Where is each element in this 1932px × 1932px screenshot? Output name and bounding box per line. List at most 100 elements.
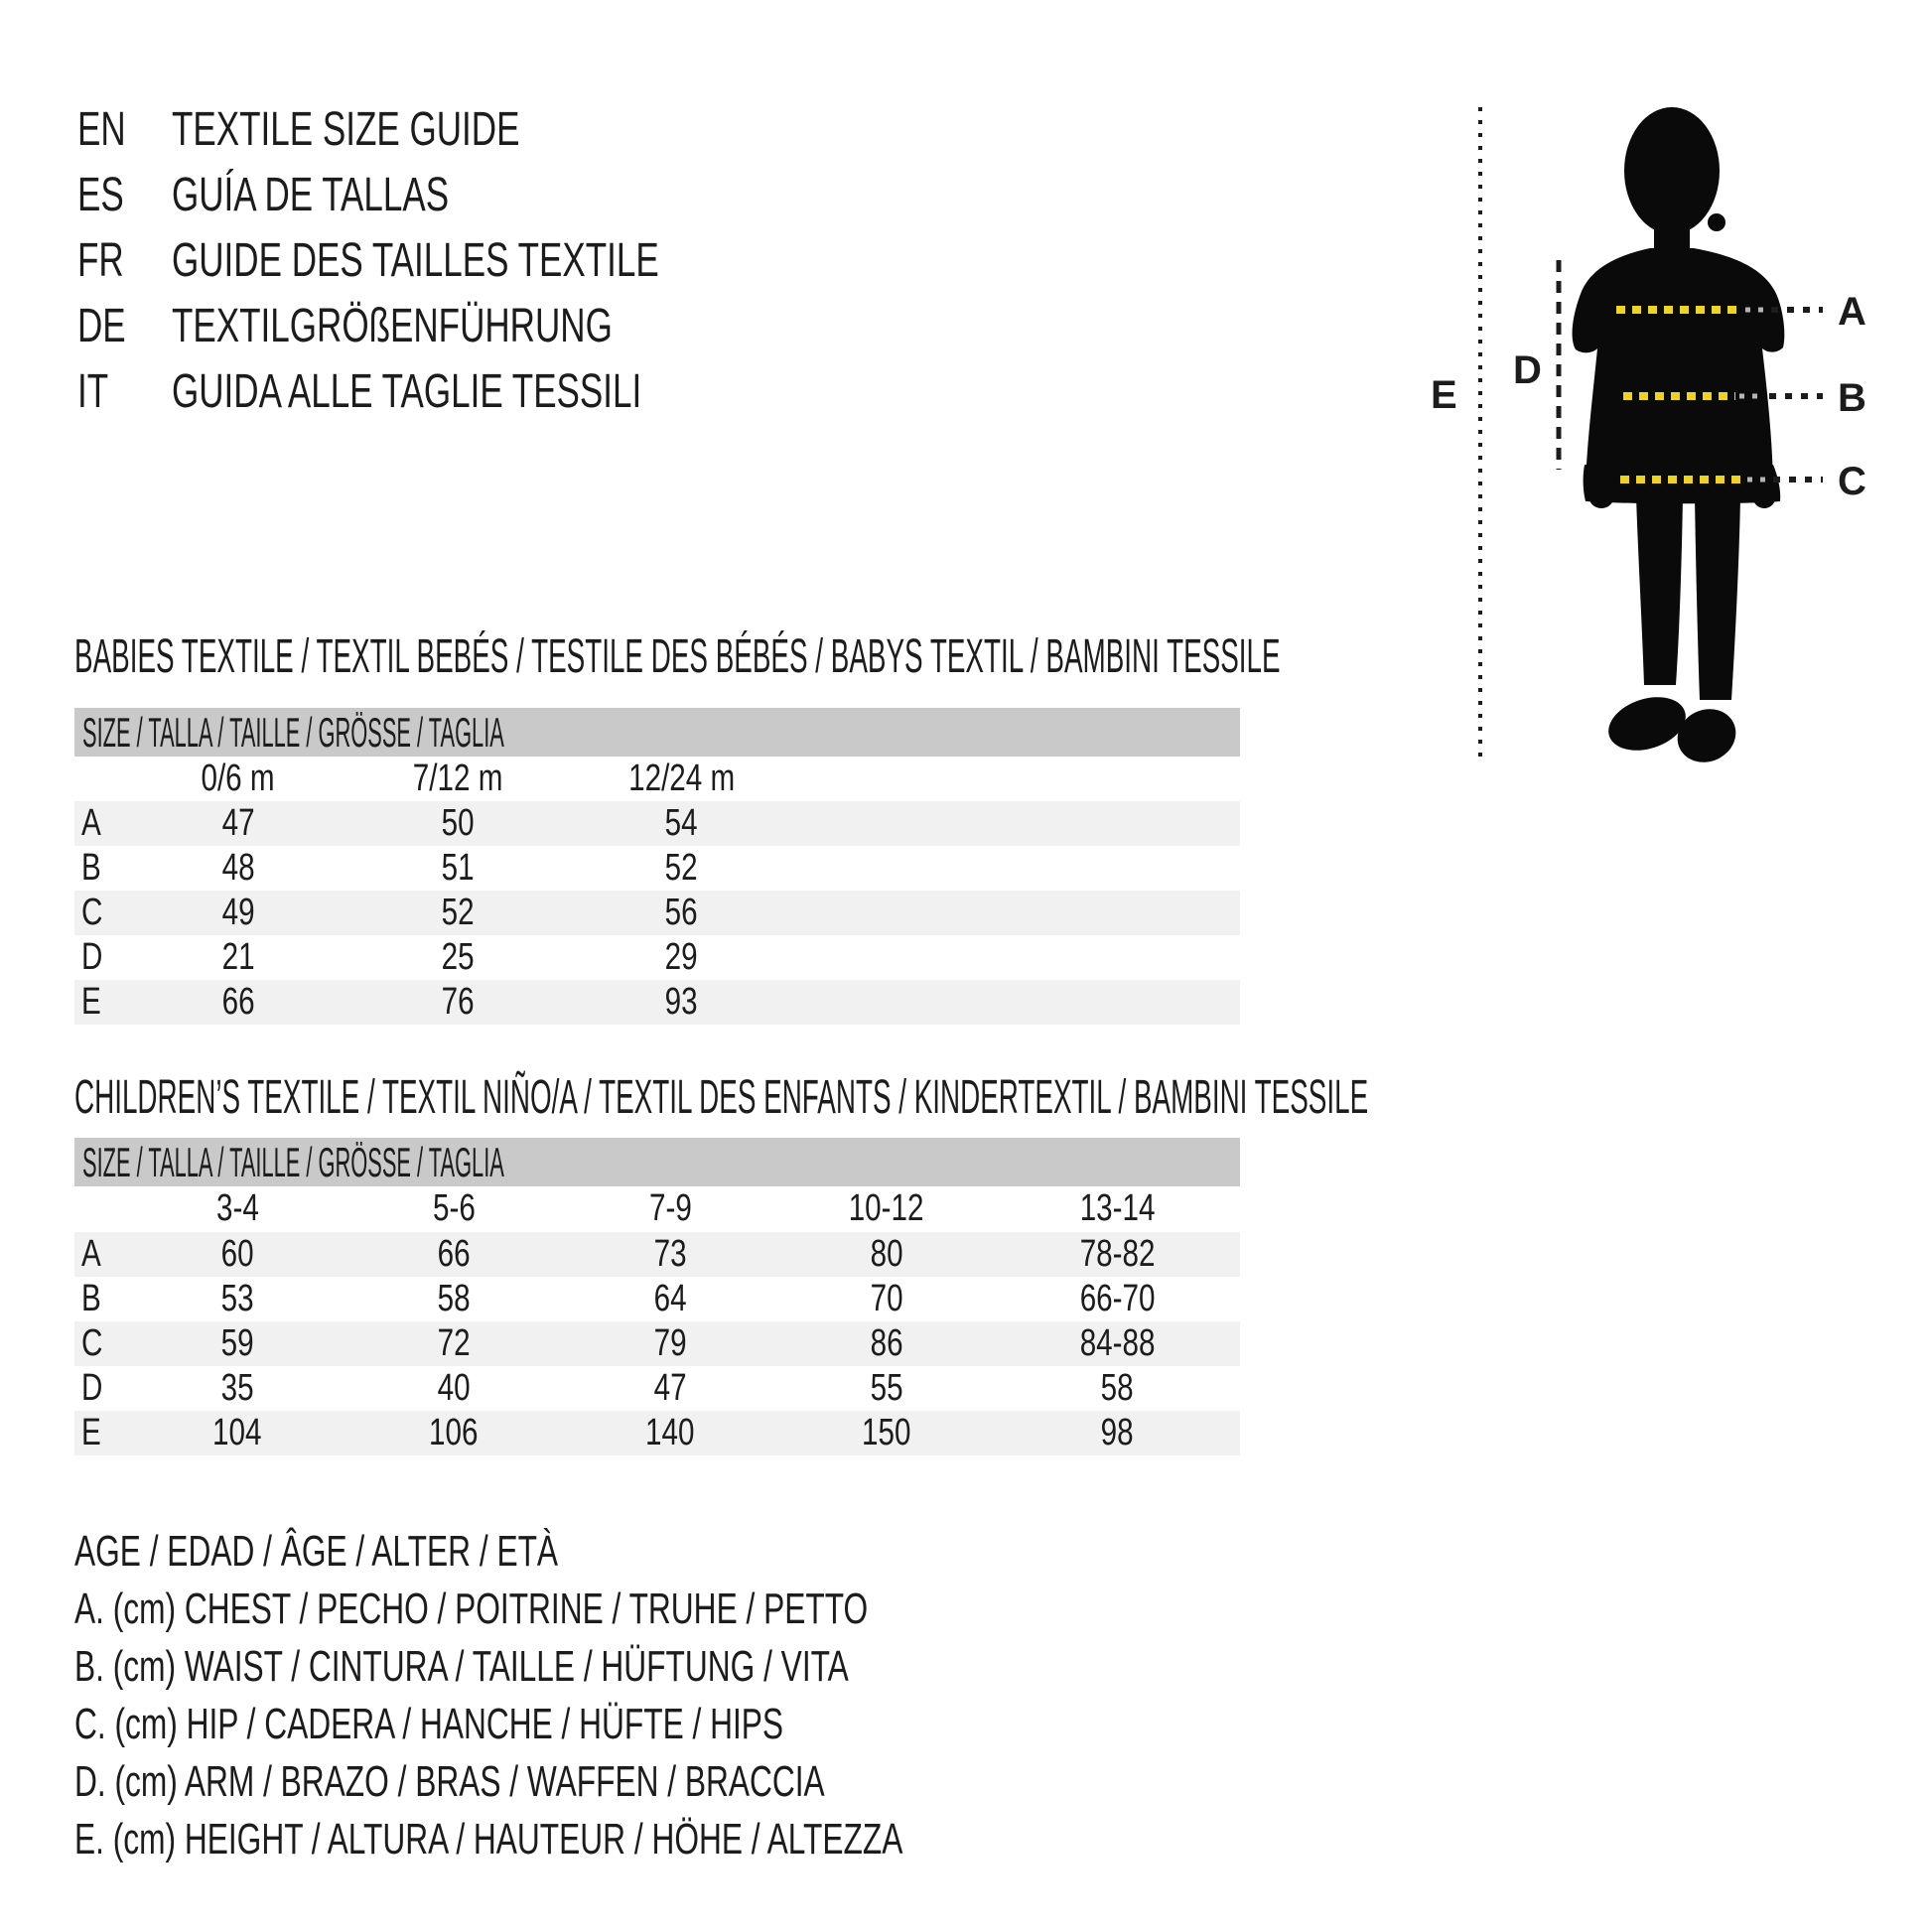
table-row: B 53 58 64 70 66-70 <box>74 1277 1240 1321</box>
table-cell: 150 <box>862 1412 911 1453</box>
row-label: E <box>81 1412 101 1453</box>
table-cell: 59 <box>220 1322 254 1364</box>
row-label: B <box>81 1278 101 1319</box>
children-col-header: 13-14 <box>1079 1187 1156 1229</box>
table-row: C 49 52 56 <box>74 891 1240 935</box>
children-column-header-row: 3-4 5-6 7-9 10-12 13-14 <box>74 1186 1240 1232</box>
row-label: C <box>81 1322 103 1364</box>
table-cell: 49 <box>221 892 255 933</box>
row-label: C <box>81 892 103 933</box>
lang-title-es: GUÍA DE TALLAS <box>172 169 450 221</box>
table-cell: 72 <box>437 1322 471 1364</box>
legend-line-arm: D. (cm) ARM / BRAZO / BRAS / WAFFEN / BR… <box>74 1757 825 1806</box>
table-cell: 106 <box>429 1412 479 1453</box>
filler-cell <box>794 801 1240 846</box>
marker-label-c: C <box>1838 460 1866 503</box>
table-cell: 58 <box>437 1278 471 1319</box>
legend-line-hip: C. (cm) HIP / CADERA / HANCHE / HÜFTE / … <box>74 1700 784 1748</box>
table-cell: 35 <box>220 1367 254 1409</box>
table-cell: 58 <box>1101 1367 1134 1409</box>
table-cell: 47 <box>221 802 255 844</box>
legend-line-chest: A. (cm) CHEST / PECHO / POITRINE / TRUHE… <box>74 1585 869 1633</box>
table-cell: 21 <box>221 936 255 978</box>
child-silhouette <box>1572 107 1785 762</box>
table-cell: 52 <box>442 892 475 933</box>
row-label: D <box>81 936 103 978</box>
table-cell: 76 <box>442 981 475 1023</box>
table-cell: 52 <box>665 847 698 889</box>
child-figure-diagram: A B C D E <box>1431 107 1866 764</box>
table-cell: 48 <box>221 847 255 889</box>
table-cell: 40 <box>437 1367 471 1409</box>
table-cell: 104 <box>212 1412 262 1453</box>
babies-section-heading: BABIES TEXTILE / TEXTIL BEBÉS / TESTILE … <box>74 633 1932 681</box>
table-row: E 66 76 93 <box>74 980 1240 1025</box>
table-cell: 66-70 <box>1079 1278 1156 1319</box>
marker-label-b: B <box>1838 376 1866 420</box>
table-cell: 70 <box>870 1278 903 1319</box>
lang-code-en: EN <box>77 103 126 156</box>
table-cell: 60 <box>220 1233 254 1275</box>
table-row: C 59 72 79 86 84-88 <box>74 1321 1240 1366</box>
children-heading-text: CHILDREN’S TEXTILE / TEXTIL NIÑO/A / TEX… <box>74 1071 1369 1124</box>
table-row: A 60 66 73 80 78-82 <box>74 1232 1240 1277</box>
table-cell: 56 <box>665 892 698 933</box>
lang-title-en: TEXTILE SIZE GUIDE <box>172 103 520 156</box>
table-cell: 50 <box>442 802 475 844</box>
lang-code-it: IT <box>77 365 109 418</box>
table-cell: 66 <box>221 981 255 1023</box>
corner-cell <box>74 1186 129 1232</box>
lang-code-es: ES <box>77 169 124 221</box>
table-row: A 47 50 54 <box>74 801 1240 846</box>
table-cell: 84-88 <box>1079 1322 1156 1364</box>
lang-row-en: EN TEXTILE SIZE GUIDE <box>77 97 1170 163</box>
row-label: B <box>81 847 101 889</box>
lang-title-fr: GUIDE DES TAILLES TEXTILE <box>172 234 659 287</box>
table-cell: 79 <box>653 1322 687 1364</box>
table-cell: 140 <box>645 1412 695 1453</box>
table-cell: 66 <box>437 1233 471 1275</box>
table-cell: 86 <box>870 1322 903 1364</box>
babies-col-header: 12/24 m <box>627 758 736 799</box>
table-cell: 47 <box>653 1367 687 1409</box>
babies-size-header-text: SIZE / TALLA / TAILLE / GRÖSSE / TAGLIA <box>82 709 504 756</box>
table-cell: 73 <box>653 1233 687 1275</box>
table-cell: 25 <box>442 936 475 978</box>
table-cell: 80 <box>870 1233 903 1275</box>
lang-row-es: ES GUÍA DE TALLAS <box>77 163 1170 228</box>
row-label: A <box>81 1233 101 1275</box>
lang-row-de: DE TEXTILGRÖßENFÜHRUNG <box>77 294 1170 359</box>
babies-column-header-row: 0/6 m 7/12 m 12/24 m <box>74 757 1240 801</box>
legend-line-age: AGE / EDAD / ÂGE / ALTER / ETÀ <box>74 1527 559 1576</box>
lang-row-fr: FR GUIDE DES TAILLES TEXTILE <box>77 228 1170 294</box>
marker-label-a: A <box>1838 290 1866 334</box>
row-label: E <box>81 981 101 1023</box>
table-cell: 54 <box>665 802 698 844</box>
table-row: E 104 106 140 150 98 <box>74 1411 1240 1455</box>
row-label: D <box>81 1367 103 1409</box>
filler-cell <box>794 891 1240 935</box>
filler-cell <box>794 980 1240 1025</box>
lang-code-de: DE <box>77 300 126 352</box>
children-size-header-text: SIZE / TALLA / TAILLE / GRÖSSE / TAGLIA <box>82 1139 504 1185</box>
children-size-table: SIZE / TALLA / TAILLE / GRÖSSE / TAGLIA … <box>74 1138 1240 1455</box>
measurement-legend: AGE / EDAD / ÂGE / ALTER / ETÀ A. (cm) C… <box>74 1523 1225 1868</box>
table-cell: 64 <box>653 1278 687 1319</box>
table-row: B 48 51 52 <box>74 846 1240 891</box>
legend-line-height: E. (cm) HEIGHT / ALTURA / HAUTEUR / HÖHE… <box>74 1815 903 1863</box>
children-col-header: 5-6 <box>432 1187 476 1229</box>
table-row: D 21 25 29 <box>74 935 1240 980</box>
children-col-header: 10-12 <box>849 1187 924 1229</box>
corner-cell <box>74 757 129 801</box>
marker-label-d: D <box>1513 348 1542 392</box>
babies-col-header: 7/12 m <box>413 758 503 799</box>
babies-heading-text: BABIES TEXTILE / TEXTIL BEBÉS / TESTILE … <box>74 630 1281 683</box>
lang-title-it: GUIDA ALLE TAGLIE TESSILI <box>172 365 642 418</box>
children-section-heading: CHILDREN’S TEXTILE / TEXTIL NIÑO/A / TEX… <box>74 1074 1932 1122</box>
legend-line-waist: B. (cm) WAIST / CINTURA / TAILLE / HÜFTU… <box>74 1642 849 1691</box>
babies-size-header-bar: SIZE / TALLA / TAILLE / GRÖSSE / TAGLIA <box>74 708 1240 757</box>
children-col-header: 7-9 <box>648 1187 692 1229</box>
language-header: EN TEXTILE SIZE GUIDE ES GUÍA DE TALLAS … <box>77 97 1170 425</box>
lang-row-it: IT GUIDA ALLE TAGLIE TESSILI <box>77 359 1170 425</box>
children-size-header-bar: SIZE / TALLA / TAILLE / GRÖSSE / TAGLIA <box>74 1138 1240 1186</box>
